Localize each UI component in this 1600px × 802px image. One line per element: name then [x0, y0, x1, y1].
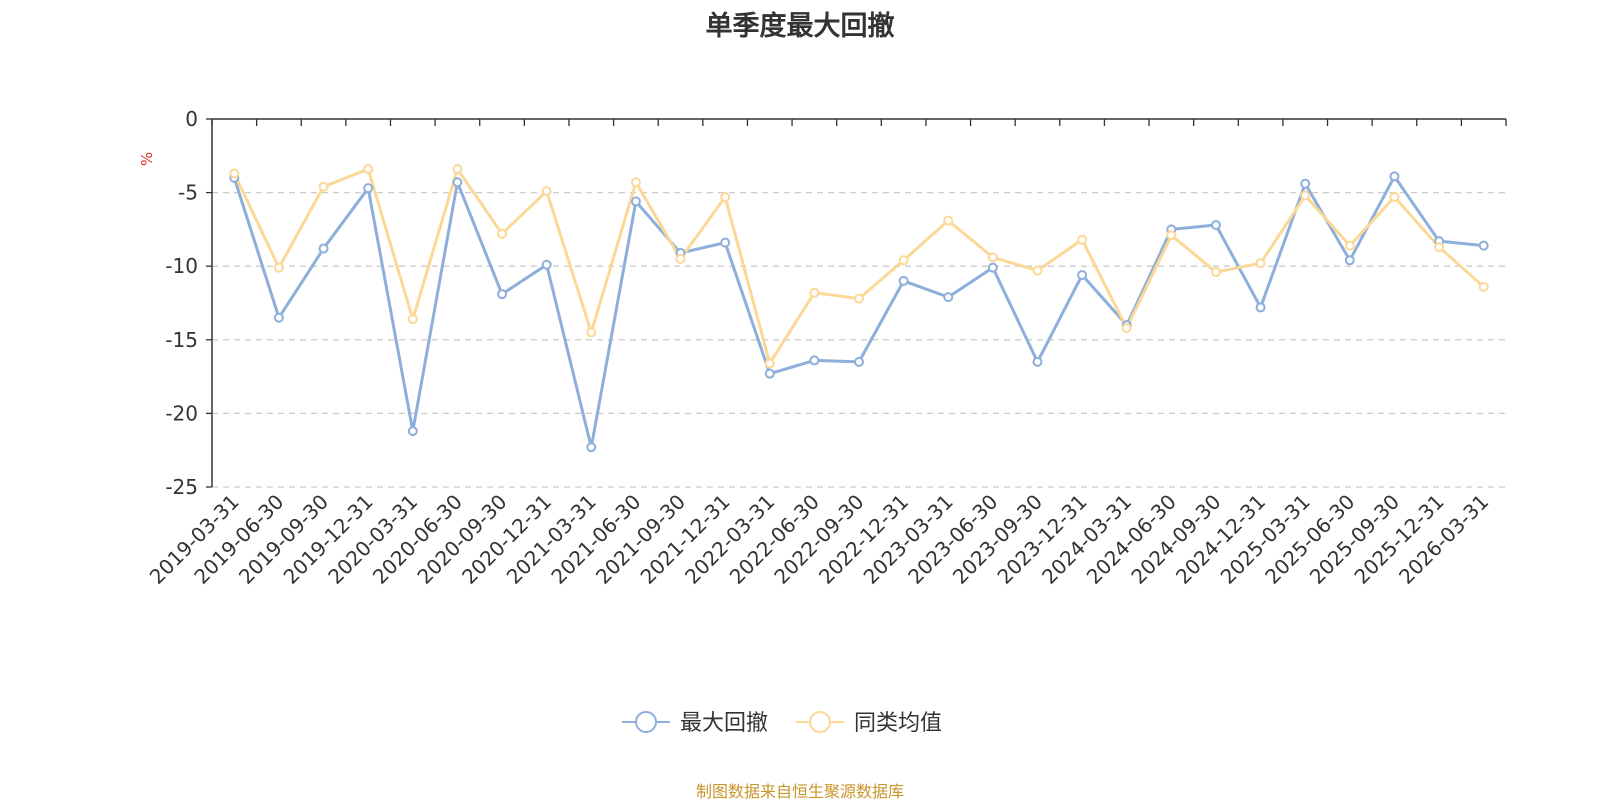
data-point-1	[1210, 267, 1221, 278]
data-point-1	[898, 255, 909, 266]
data-point-0	[541, 259, 552, 270]
data-point-1	[1434, 242, 1445, 253]
data-point-1	[1077, 234, 1088, 245]
data-point-1	[764, 358, 775, 369]
data-point-1	[497, 228, 508, 239]
data-point-1	[809, 287, 820, 298]
data-point-1	[586, 327, 597, 338]
y-tick-label: -10	[165, 254, 198, 278]
data-point-0	[898, 275, 909, 286]
data-point-1	[1032, 265, 1043, 276]
legend-label-1: 同类均值	[854, 711, 942, 736]
data-point-0	[497, 289, 508, 300]
data-point-1	[675, 253, 686, 264]
data-point-1	[1344, 240, 1355, 251]
data-point-1	[1478, 281, 1489, 292]
data-point-1	[1255, 258, 1266, 269]
data-point-1	[720, 192, 731, 203]
data-point-0	[363, 183, 374, 194]
series-line-0	[232, 174, 1484, 449]
data-point-0	[1478, 240, 1489, 251]
data-point-0	[1300, 178, 1311, 189]
x-tick-labels: 2019-03-312019-06-302019-09-302019-12-31…	[145, 490, 1494, 589]
data-point-0	[1077, 270, 1088, 281]
data-point-1	[1166, 230, 1177, 241]
data-point-1	[943, 215, 954, 226]
legend: 最大回撤 同类均值	[622, 711, 942, 736]
data-point-0	[1032, 356, 1043, 367]
data-point-0	[1389, 171, 1400, 182]
y-tick-label: -25	[165, 475, 198, 499]
data-point-1	[363, 164, 374, 175]
y-tick-label: -20	[165, 401, 198, 425]
data-point-1	[541, 186, 552, 197]
data-point-0	[273, 312, 284, 323]
data-point-1	[1389, 192, 1400, 203]
data-point-0	[943, 292, 954, 303]
data-point-0	[407, 426, 418, 437]
data-point-1	[630, 177, 641, 188]
data-point-0	[1344, 255, 1355, 266]
data-point-1	[1300, 190, 1311, 201]
data-point-0	[630, 196, 641, 207]
legend-marker-1	[809, 711, 831, 733]
data-point-0	[586, 442, 597, 453]
source-note: 制图数据来自恒生聚源数据库	[695, 782, 904, 801]
data-point-0	[809, 355, 820, 366]
data-point-1	[407, 314, 418, 325]
data-point-0	[452, 177, 463, 188]
data-point-0	[318, 243, 329, 254]
data-point-0	[987, 262, 998, 273]
axis-layer: 0 -5 -10 -15 -20 -25%	[138, 107, 1507, 499]
data-point-1	[987, 252, 998, 263]
series-layer	[229, 164, 1489, 453]
y-axis-unit: %	[138, 152, 156, 166]
data-point-1	[854, 293, 864, 304]
data-point-1	[318, 181, 329, 192]
data-point-0	[720, 237, 731, 248]
data-point-0	[1255, 302, 1266, 313]
y-tick-label: 0	[185, 107, 198, 131]
legend-label-0: 最大回撤	[680, 711, 768, 736]
y-tick-label: -5	[178, 181, 198, 205]
data-point-1	[1121, 323, 1132, 334]
data-point-1	[273, 262, 284, 273]
data-point-0	[764, 368, 775, 379]
data-point-0	[1210, 219, 1221, 230]
chart-title: 单季度最大回撤	[705, 11, 895, 42]
data-point-1	[452, 164, 463, 175]
data-point-1	[229, 168, 240, 179]
y-tick-label: -15	[165, 328, 198, 352]
grid-layer	[212, 191, 1506, 488]
data-point-0	[854, 356, 864, 367]
legend-marker-0	[635, 711, 657, 733]
